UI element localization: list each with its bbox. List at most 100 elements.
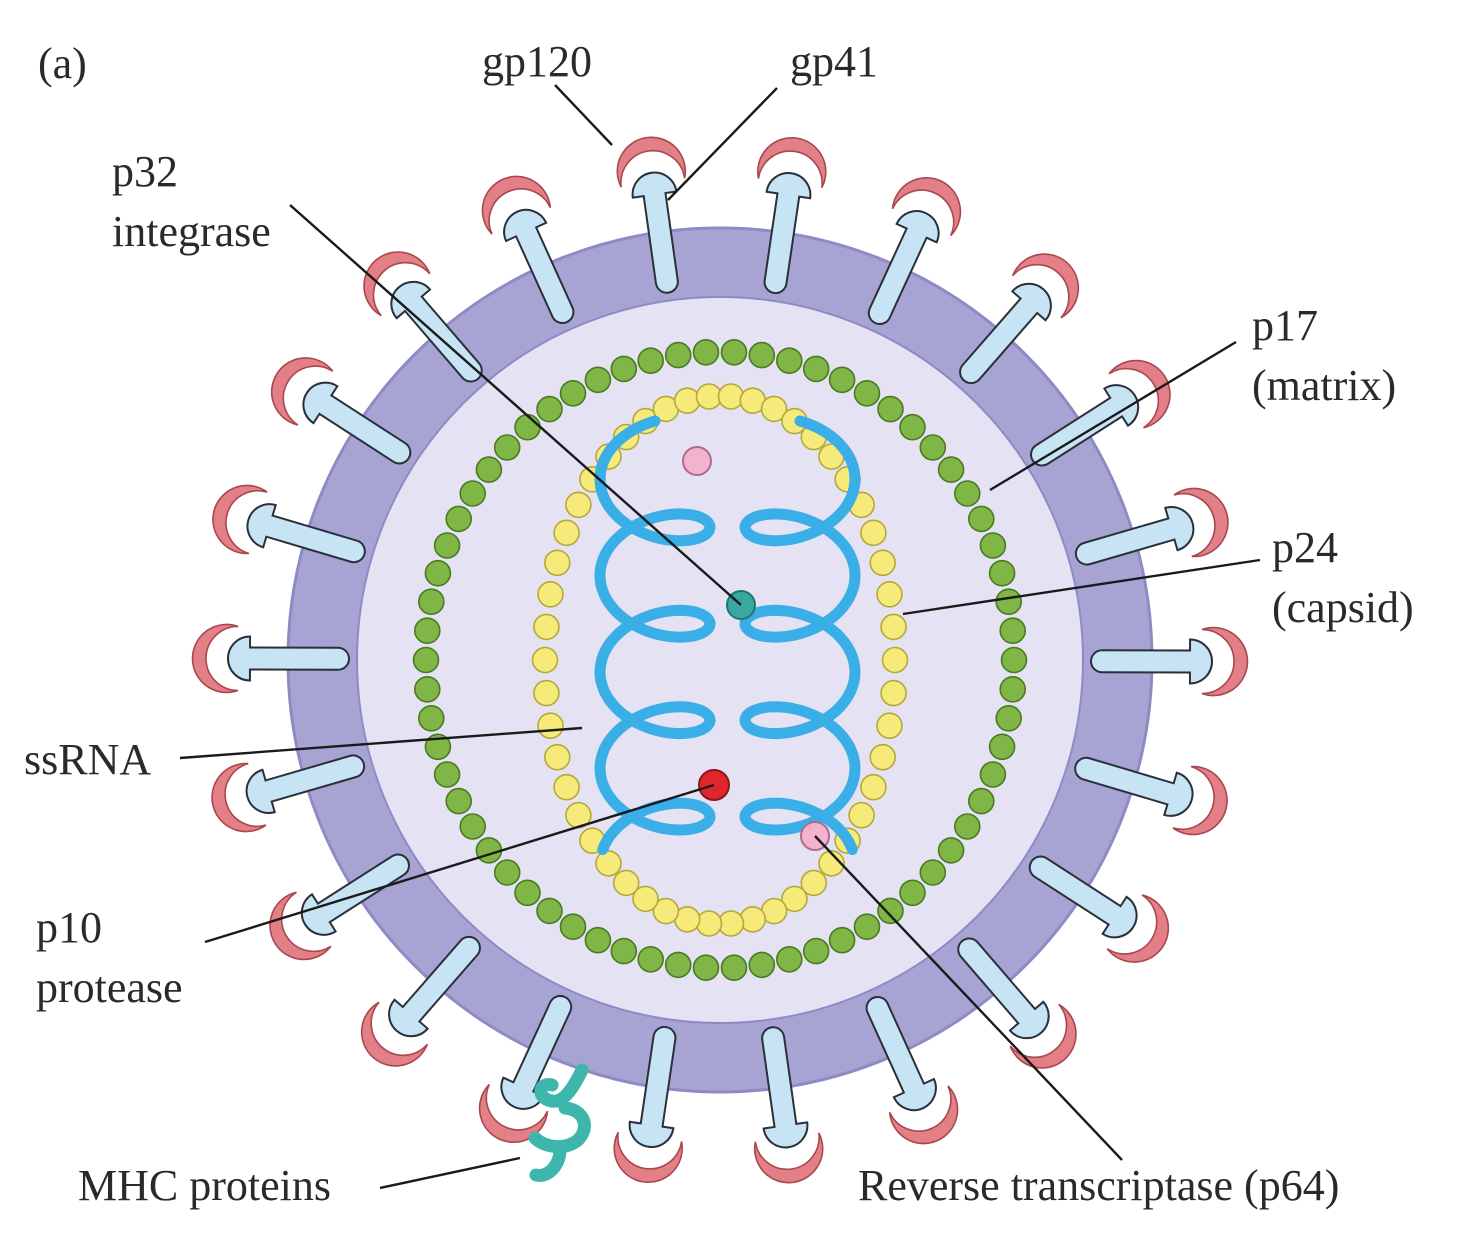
matrix-bead bbox=[828, 366, 856, 394]
matrix-bead bbox=[999, 617, 1027, 645]
gp41-stem bbox=[302, 381, 412, 465]
capsid-bead bbox=[880, 679, 907, 707]
capsid-bead bbox=[533, 679, 560, 707]
capsid-bead bbox=[537, 580, 564, 608]
reverse-transcriptase-leader-line bbox=[814, 835, 1123, 1161]
capsid-label-line2: (capsid) bbox=[1272, 583, 1414, 632]
capsid-bead bbox=[652, 897, 680, 925]
ssrna-strand-right bbox=[739, 415, 861, 855]
capsid-bead bbox=[673, 387, 701, 415]
matrix-bead bbox=[514, 879, 541, 907]
envelope-spike bbox=[211, 754, 366, 833]
gp41-stem bbox=[1028, 855, 1138, 939]
envelope-spike bbox=[957, 937, 1077, 1069]
matrix-bead bbox=[899, 879, 926, 907]
gp41-stem bbox=[500, 995, 573, 1110]
gp120-cap bbox=[613, 1131, 683, 1183]
capsid-bead bbox=[781, 885, 808, 913]
protease-label-line2: protease bbox=[36, 963, 183, 1012]
matrix-bead bbox=[584, 926, 612, 954]
gp120-cap bbox=[1009, 1003, 1077, 1069]
envelope-spike bbox=[757, 137, 827, 295]
gp41-stem bbox=[867, 210, 940, 325]
matrix-bead bbox=[937, 837, 965, 864]
matrix-bead bbox=[953, 813, 981, 840]
gp41-stem bbox=[1030, 384, 1140, 467]
matrix-bead bbox=[1000, 646, 1028, 674]
mhc-leader-line bbox=[379, 1156, 521, 1190]
matrix-bead bbox=[536, 897, 563, 925]
gp120-cap bbox=[1106, 894, 1170, 963]
envelope-spike bbox=[1030, 359, 1171, 467]
gp120-cap bbox=[360, 1001, 429, 1067]
protease-label-line1: p10 bbox=[36, 903, 102, 952]
gp120-cap bbox=[1172, 765, 1228, 836]
envelope-spike bbox=[753, 1026, 824, 1184]
capsid-bead bbox=[869, 743, 897, 771]
envelope-spike bbox=[1074, 487, 1229, 566]
matrix-bead bbox=[775, 347, 803, 375]
envelope-spike bbox=[1090, 626, 1249, 697]
matrix-bead bbox=[999, 675, 1027, 703]
matrix-bead bbox=[413, 675, 441, 703]
matrix-bead bbox=[424, 733, 452, 761]
reverse-transcriptase-enzyme bbox=[682, 446, 712, 476]
capsid-bead bbox=[632, 885, 659, 913]
capsid-leader-line bbox=[902, 558, 1261, 616]
matrix-bead bbox=[988, 559, 1016, 587]
gp120-cap bbox=[757, 137, 827, 189]
capsid-bead bbox=[565, 491, 592, 519]
matrix-bead bbox=[853, 379, 881, 407]
capsid-bead bbox=[531, 646, 559, 674]
matrix-bead bbox=[424, 559, 452, 587]
matrix-bead bbox=[919, 859, 947, 886]
capsid-bead bbox=[717, 383, 745, 410]
matrix-bead-layer bbox=[412, 338, 1028, 982]
matrix-bead bbox=[877, 897, 904, 925]
gp41-stem bbox=[388, 935, 481, 1038]
matrix-bead bbox=[417, 704, 445, 732]
gp120-leader-line bbox=[554, 84, 613, 146]
gp120-cap bbox=[212, 484, 268, 555]
matrix-bead bbox=[664, 341, 692, 369]
gp120-cap bbox=[211, 762, 267, 833]
gp120-cap bbox=[270, 357, 334, 426]
matrix-bead bbox=[610, 355, 638, 383]
matrix-bead bbox=[828, 926, 856, 954]
matrix-bead bbox=[937, 456, 965, 483]
gp41-stem bbox=[631, 171, 679, 294]
panel-letter: (a) bbox=[38, 39, 87, 88]
capsid-bead bbox=[537, 712, 564, 740]
envelope-spike bbox=[191, 623, 350, 694]
matrix-bead bbox=[475, 456, 503, 483]
matrix-bead bbox=[692, 954, 720, 982]
capsid-bead bbox=[881, 646, 909, 674]
capsid-bead bbox=[800, 869, 828, 897]
matrix-bead bbox=[493, 434, 521, 461]
protease-leader-line bbox=[204, 783, 715, 944]
capsid-bead bbox=[553, 773, 580, 801]
capsid-bead bbox=[595, 850, 622, 877]
gp120-cap bbox=[753, 1132, 824, 1184]
mhc-label: MHC proteins bbox=[78, 1161, 331, 1210]
matrix-bead bbox=[413, 617, 441, 645]
matrix-bead bbox=[514, 413, 541, 441]
gp120-cap bbox=[478, 1083, 549, 1143]
gp120-cap bbox=[1011, 253, 1080, 319]
matrix-bead bbox=[433, 761, 461, 788]
gp41-stem bbox=[865, 996, 937, 1112]
gp41-leader-line bbox=[667, 87, 778, 201]
gp41-stem bbox=[503, 208, 575, 324]
gp120-cap bbox=[891, 177, 962, 237]
gp41-stem bbox=[628, 1025, 677, 1148]
matrix-bead bbox=[637, 347, 665, 375]
matrix-bead bbox=[979, 761, 1007, 788]
capsid-bead bbox=[869, 549, 897, 577]
gp120-label: gp120 bbox=[482, 37, 592, 86]
matrix-bead bbox=[720, 338, 748, 366]
gp41-label: gp41 bbox=[790, 37, 878, 86]
matrix-bead bbox=[459, 480, 487, 507]
matrix-bead bbox=[433, 532, 461, 559]
matrix-bead bbox=[637, 945, 665, 973]
matrix-bead bbox=[720, 954, 748, 982]
